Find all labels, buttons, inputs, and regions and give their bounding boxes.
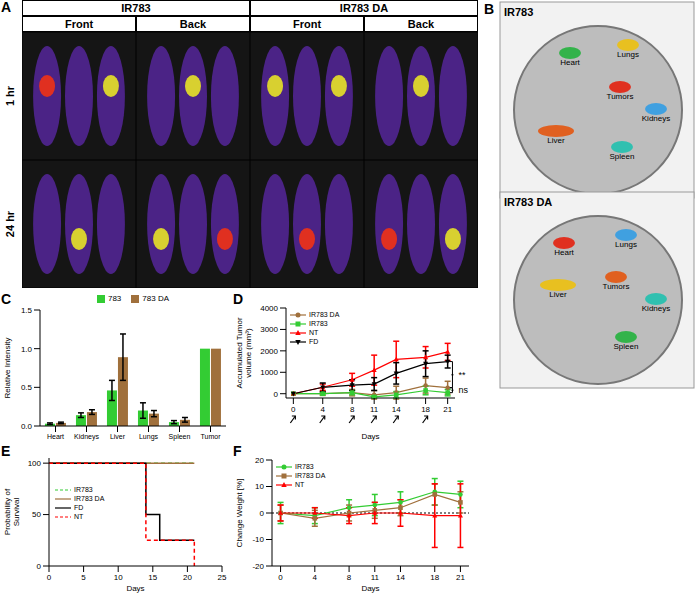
- svg-text:5: 5: [81, 573, 86, 582]
- svg-text:Kidneys: Kidneys: [642, 114, 670, 123]
- svg-text:Days: Days: [126, 584, 144, 593]
- svg-text:Heart: Heart: [47, 433, 64, 440]
- svg-text:Kidneys: Kidneys: [642, 304, 670, 313]
- html-text:IR783 DA: IR783 DA: [309, 311, 340, 318]
- svg-text:Accumulated Tumorvolume (mm³): Accumulated Tumorvolume (mm³): [235, 317, 253, 388]
- html-text:NT: NT: [295, 481, 305, 488]
- svg-text:15: 15: [148, 573, 157, 582]
- svg-text:100: 100: [28, 459, 42, 468]
- svg-text:10: 10: [255, 482, 264, 491]
- svg-text:Heart: Heart: [554, 248, 574, 257]
- html-text:IR783 DA: IR783 DA: [339, 2, 389, 14]
- html-text:IR783 DA: IR783 DA: [295, 472, 326, 479]
- svg-text:8: 8: [347, 573, 352, 582]
- html-text:IR783: IR783: [121, 2, 151, 14]
- svg-text:Probability ofSurvival: Probability ofSurvival: [3, 488, 21, 535]
- html-text:C: C: [1, 291, 12, 307]
- svg-text:1.5: 1.5: [21, 306, 33, 315]
- svg-text:Heart: Heart: [560, 58, 580, 67]
- html-text:NT: NT: [74, 513, 84, 520]
- html-text:F: F: [233, 443, 242, 459]
- html-text:IR783: IR783: [309, 320, 328, 327]
- svg-text:11: 11: [371, 573, 380, 582]
- svg-text:20: 20: [183, 573, 192, 582]
- svg-text:14: 14: [396, 573, 405, 582]
- svg-text:Liver: Liver: [110, 433, 126, 440]
- html-text:Back: Back: [407, 18, 435, 30]
- svg-text:Spleen: Spleen: [610, 152, 635, 161]
- svg-text:2000: 2000: [260, 347, 278, 356]
- svg-text:0: 0: [278, 573, 283, 582]
- html-text:E: E: [1, 443, 11, 459]
- svg-text:Spleen: Spleen: [169, 433, 191, 441]
- html-text:IR783 DA: IR783 DA: [74, 495, 105, 502]
- svg-text:Change Weight [%]: Change Weight [%]: [235, 479, 244, 548]
- html-text:D: D: [233, 291, 244, 307]
- svg-text:Liver: Liver: [547, 136, 565, 145]
- svg-text:0: 0: [274, 390, 279, 399]
- html-text:FD: FD: [74, 504, 84, 511]
- svg-text:Lungs: Lungs: [615, 240, 637, 249]
- html-text:Front: Front: [64, 18, 93, 30]
- svg-text:50: 50: [32, 510, 41, 519]
- svg-text:Lungs: Lungs: [617, 50, 639, 59]
- svg-text:4: 4: [321, 405, 326, 414]
- svg-text:Days: Days: [361, 584, 379, 593]
- svg-text:24 hr: 24 hr: [4, 210, 16, 237]
- svg-text:0.0: 0.0: [21, 422, 33, 431]
- svg-text:0: 0: [37, 562, 42, 571]
- svg-text:0.5: 0.5: [21, 383, 33, 392]
- svg-text:Tumor: Tumor: [201, 433, 222, 440]
- svg-text:21: 21: [443, 405, 452, 414]
- svg-text:Tumors: Tumors: [607, 92, 634, 101]
- svg-text:Liver: Liver: [549, 290, 567, 299]
- svg-text:Relative Intensity: Relative Intensity: [3, 338, 12, 399]
- svg-text:0: 0: [47, 573, 52, 582]
- svg-text:4: 4: [313, 573, 318, 582]
- svg-text:Tumors: Tumors: [603, 282, 630, 291]
- svg-text:IR783: IR783: [504, 6, 533, 18]
- svg-text:-20: -20: [252, 562, 264, 571]
- html-text:Back: Back: [179, 18, 207, 30]
- html-text:783 DA: 783 DA: [142, 294, 169, 303]
- svg-text:3000: 3000: [260, 325, 278, 334]
- svg-text:1.0: 1.0: [21, 345, 33, 354]
- html-text:Front: Front: [292, 18, 321, 30]
- svg-text:11: 11: [370, 405, 379, 414]
- svg-text:21: 21: [456, 573, 465, 582]
- svg-text:1 hr: 1 hr: [4, 85, 16, 106]
- svg-text:14: 14: [392, 405, 401, 414]
- svg-text:-10: -10: [252, 535, 264, 544]
- html-text:NT: NT: [309, 329, 319, 336]
- svg-text:Spleen: Spleen: [614, 342, 639, 351]
- html-text:IR783: IR783: [74, 486, 93, 493]
- svg-text:0: 0: [291, 405, 296, 414]
- svg-text:ns: ns: [458, 385, 468, 395]
- html-text:A: A: [1, 0, 12, 15]
- svg-text:Days: Days: [361, 432, 379, 441]
- svg-text:8: 8: [350, 405, 355, 414]
- html-text:FD: FD: [309, 338, 319, 345]
- svg-text:10: 10: [114, 573, 123, 582]
- svg-text:25: 25: [218, 573, 227, 582]
- svg-text:Kidneys: Kidneys: [74, 433, 99, 441]
- html-text:IR783: IR783: [295, 463, 314, 470]
- svg-text:Lungs: Lungs: [139, 433, 159, 441]
- html-text:783: 783: [108, 294, 122, 303]
- svg-text:18: 18: [430, 573, 439, 582]
- svg-text:IR783 DA: IR783 DA: [504, 196, 552, 208]
- svg-text:**: **: [458, 370, 466, 380]
- svg-text:1000: 1000: [260, 368, 278, 377]
- svg-text:0: 0: [260, 509, 265, 518]
- svg-text:20: 20: [255, 456, 264, 465]
- svg-text:B: B: [484, 1, 494, 17]
- svg-text:18: 18: [421, 405, 430, 414]
- svg-text:4000: 4000: [260, 304, 278, 313]
